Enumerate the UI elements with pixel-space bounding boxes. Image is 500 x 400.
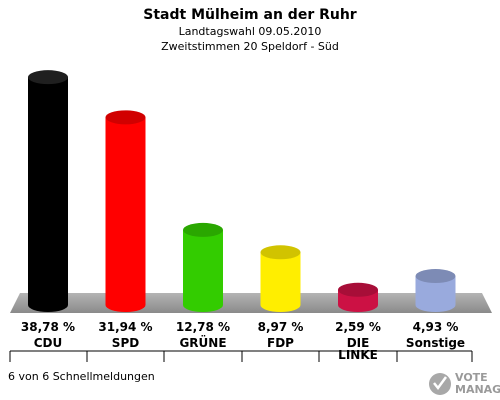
value-label-cdu: 38,78 % [21, 320, 75, 334]
bar-sonstige [415, 269, 456, 312]
category-label-line: DIE [347, 336, 370, 350]
category-label-line: LINKE [338, 348, 378, 362]
footer-note: 6 von 6 Schnellmeldungen [8, 370, 155, 383]
category-label-line: GRÜNE [179, 335, 226, 350]
category-label-line: FDP [267, 336, 294, 350]
category-label-gr-ne: GRÜNE [179, 335, 226, 350]
category-label-line: CDU [34, 336, 63, 350]
bar-top [183, 222, 223, 237]
logo-line2: MANAGER [455, 383, 500, 396]
vote-manager-logo: VOTE MANAGER [429, 371, 500, 396]
chart-subtitle-district: Zweitstimmen 20 Speldorf - Süd [161, 40, 339, 53]
bar-top [415, 269, 456, 284]
category-label-line: Sonstige [406, 336, 465, 350]
value-label-sonstige: 4,93 % [413, 320, 459, 334]
category-label-die-linke: DIE LINKE [338, 336, 378, 362]
bar-body [105, 117, 146, 312]
category-label-sonstige: Sonstige [406, 336, 465, 350]
logo-line1: VOTE [455, 371, 488, 384]
bar-top [338, 282, 378, 297]
category-label-fdp: FDP [267, 336, 294, 350]
category-label-line: SPD [112, 336, 139, 350]
value-label-die-linke: 2,59 % [335, 320, 381, 334]
bar-cdu [28, 70, 68, 312]
value-label-gr-ne: 12,78 % [176, 320, 230, 334]
bar-body [260, 252, 301, 312]
bar-die-linke [338, 282, 378, 312]
bar-top [28, 70, 68, 85]
labels-group: 38,78 % CDU 31,94 % SPD 12,78 %GRÜNE 8,97 % FD… [21, 320, 465, 362]
chart-subtitle-election: Landtagswahl 09.05.2010 [179, 25, 322, 38]
bar-top [260, 245, 301, 260]
bars-group [28, 70, 456, 312]
bar-body [415, 276, 456, 312]
bar-spd [105, 110, 146, 312]
bar-body [28, 77, 68, 312]
value-label-fdp: 8,97 % [258, 320, 304, 334]
bar-gr-ne [183, 222, 223, 312]
chart-title: Stadt Mülheim an der Ruhr [143, 7, 357, 23]
category-label-cdu: CDU [34, 336, 63, 350]
bar-body [183, 229, 223, 312]
category-label-spd: SPD [112, 336, 139, 350]
bar-top [105, 110, 146, 125]
bar-fdp [260, 245, 301, 312]
category-axis-ticks [9, 351, 473, 362]
value-label-spd: 31,94 % [98, 320, 152, 334]
